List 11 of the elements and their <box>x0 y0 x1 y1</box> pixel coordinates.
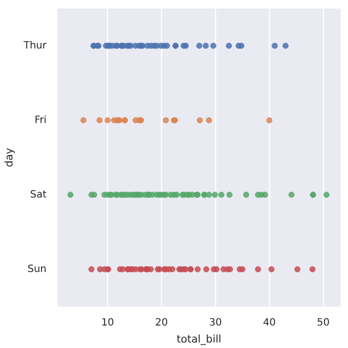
x-axis-title: total_bill <box>176 334 222 346</box>
x-tick-label: 30 <box>209 318 222 328</box>
y-tick-label: Fri <box>34 114 47 126</box>
x-tick-label: 10 <box>101 318 114 328</box>
x-tick-label: 50 <box>316 318 330 328</box>
x-tick-label: 40 <box>262 318 276 328</box>
x-tick-label: 20 <box>155 318 168 328</box>
y-tick-label: Sat <box>30 189 47 200</box>
y-tick-label: Sun <box>27 264 47 275</box>
y-axis-title: day <box>4 148 16 168</box>
y-tick-label: Thur <box>22 40 48 52</box>
